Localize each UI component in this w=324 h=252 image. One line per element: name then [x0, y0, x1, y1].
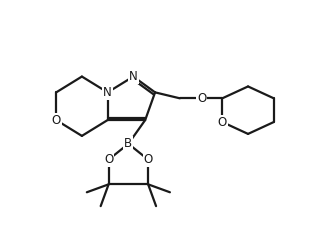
- Text: O: O: [218, 116, 227, 129]
- Text: N: N: [103, 86, 112, 99]
- Text: O: O: [144, 153, 153, 166]
- Text: O: O: [52, 114, 61, 127]
- Text: N: N: [129, 70, 138, 83]
- Text: B: B: [124, 137, 133, 150]
- Text: O: O: [104, 153, 113, 166]
- Text: O: O: [197, 92, 206, 105]
